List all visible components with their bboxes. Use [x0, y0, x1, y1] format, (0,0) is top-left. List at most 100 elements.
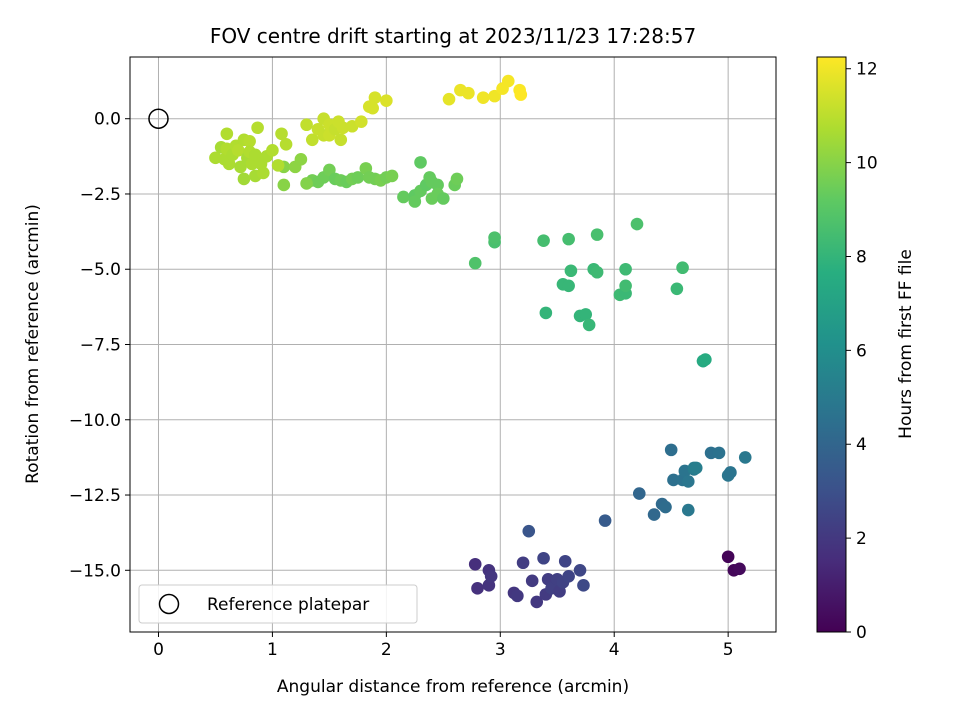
data-point [539, 306, 553, 320]
colorbar-tick-label: 12 [856, 60, 878, 80]
data-point [431, 178, 444, 192]
x-tick-label: 1 [267, 640, 278, 660]
data-point [667, 473, 680, 487]
x-tick-label: 4 [609, 640, 620, 660]
data-point [525, 574, 539, 588]
data-point [380, 94, 393, 107]
data-point [368, 91, 382, 104]
data-point [334, 133, 348, 147]
y-tick-label: −5.0 [80, 260, 121, 280]
legend-open-circle-icon [158, 593, 180, 615]
colorbar-gradient [816, 56, 847, 633]
data-point [366, 101, 379, 115]
data-point [590, 265, 604, 279]
data-point [249, 148, 262, 162]
data-point [450, 172, 464, 186]
data-point [488, 89, 501, 103]
data-point [351, 171, 365, 184]
data-point [558, 554, 572, 568]
colorbar-tick-label: 6 [856, 341, 867, 361]
colorbar-tick-label: 2 [856, 529, 867, 549]
data-point [681, 475, 695, 488]
y-tick-label: −10.0 [69, 411, 121, 431]
x-axis-label: Angular distance from reference (arcmin) [277, 677, 629, 697]
data-point [462, 86, 475, 100]
data-point [471, 582, 484, 595]
y-tick-label: −15.0 [69, 561, 121, 581]
data-point [511, 589, 524, 603]
data-point [300, 177, 313, 190]
data-point [408, 195, 422, 208]
data-point [484, 570, 498, 583]
data-point [488, 231, 501, 244]
data-point [582, 318, 596, 332]
data-point [476, 91, 490, 104]
data-point [712, 446, 726, 460]
y-axis-ticks: 0.0 −2.5 −5.0 −7.5 −10.0 −12.5 −15.0 [69, 110, 130, 581]
data-point [305, 133, 319, 147]
data-point [266, 144, 279, 157]
x-axis-ticks: 0 1 2 3 4 5 [153, 632, 734, 660]
data-point [724, 466, 737, 479]
y-tick-label: −7.5 [80, 336, 121, 356]
data-point [397, 190, 410, 204]
reference-platepar-marker [148, 108, 169, 129]
data-point [738, 451, 752, 464]
x-tick-label: 5 [723, 640, 734, 660]
chart-title: FOV centre drift starting at 2023/11/23 … [210, 24, 696, 48]
colorbar-tick-label: 10 [856, 154, 878, 174]
data-point [664, 443, 678, 457]
data-point [516, 556, 530, 570]
data-points [209, 74, 752, 609]
data-point [659, 500, 672, 514]
data-point [564, 264, 578, 278]
x-tick-label: 2 [381, 640, 392, 660]
data-point [243, 134, 256, 148]
legend-box [138, 584, 418, 624]
data-point [237, 172, 251, 186]
colorbar-tick-label: 4 [856, 435, 867, 455]
data-point [733, 562, 746, 576]
colorbar-tick-label: 0 [856, 623, 867, 643]
colorbar: 0 2 4 6 8 10 12 Hours from first FF file [816, 56, 916, 643]
data-point [579, 308, 593, 321]
data-point [300, 118, 313, 132]
reference-marker-group [148, 108, 169, 129]
x-tick-label: 3 [495, 640, 506, 660]
legend-label: Reference platepar [207, 595, 369, 615]
data-point [279, 138, 293, 151]
legend: Reference platepar [138, 584, 418, 624]
data-point [385, 169, 399, 183]
data-point [437, 192, 450, 205]
data-point [699, 353, 712, 366]
data-point [277, 178, 291, 192]
data-point [590, 228, 604, 241]
data-point [619, 262, 632, 276]
data-point [562, 279, 575, 293]
data-point [573, 563, 587, 577]
data-point [251, 121, 264, 135]
data-point [577, 579, 590, 592]
x-tick-label: 0 [153, 640, 164, 660]
data-point [647, 508, 661, 521]
y-axis-label: Rotation from reference (arcmin) [23, 204, 43, 484]
data-point [468, 557, 482, 571]
data-point [468, 256, 482, 270]
data-point [271, 159, 285, 172]
data-point [294, 153, 308, 166]
data-point [220, 127, 234, 141]
data-point [630, 217, 644, 231]
data-point [414, 156, 427, 169]
data-point [681, 503, 695, 517]
data-point [689, 461, 703, 475]
data-point [275, 127, 288, 141]
y-tick-label: 0.0 [94, 110, 121, 130]
data-point [522, 524, 536, 538]
data-point [721, 550, 735, 564]
data-point [562, 570, 575, 583]
data-point [632, 487, 646, 500]
y-tick-label: −2.5 [80, 185, 121, 205]
data-point [442, 92, 456, 106]
data-point [598, 514, 612, 527]
